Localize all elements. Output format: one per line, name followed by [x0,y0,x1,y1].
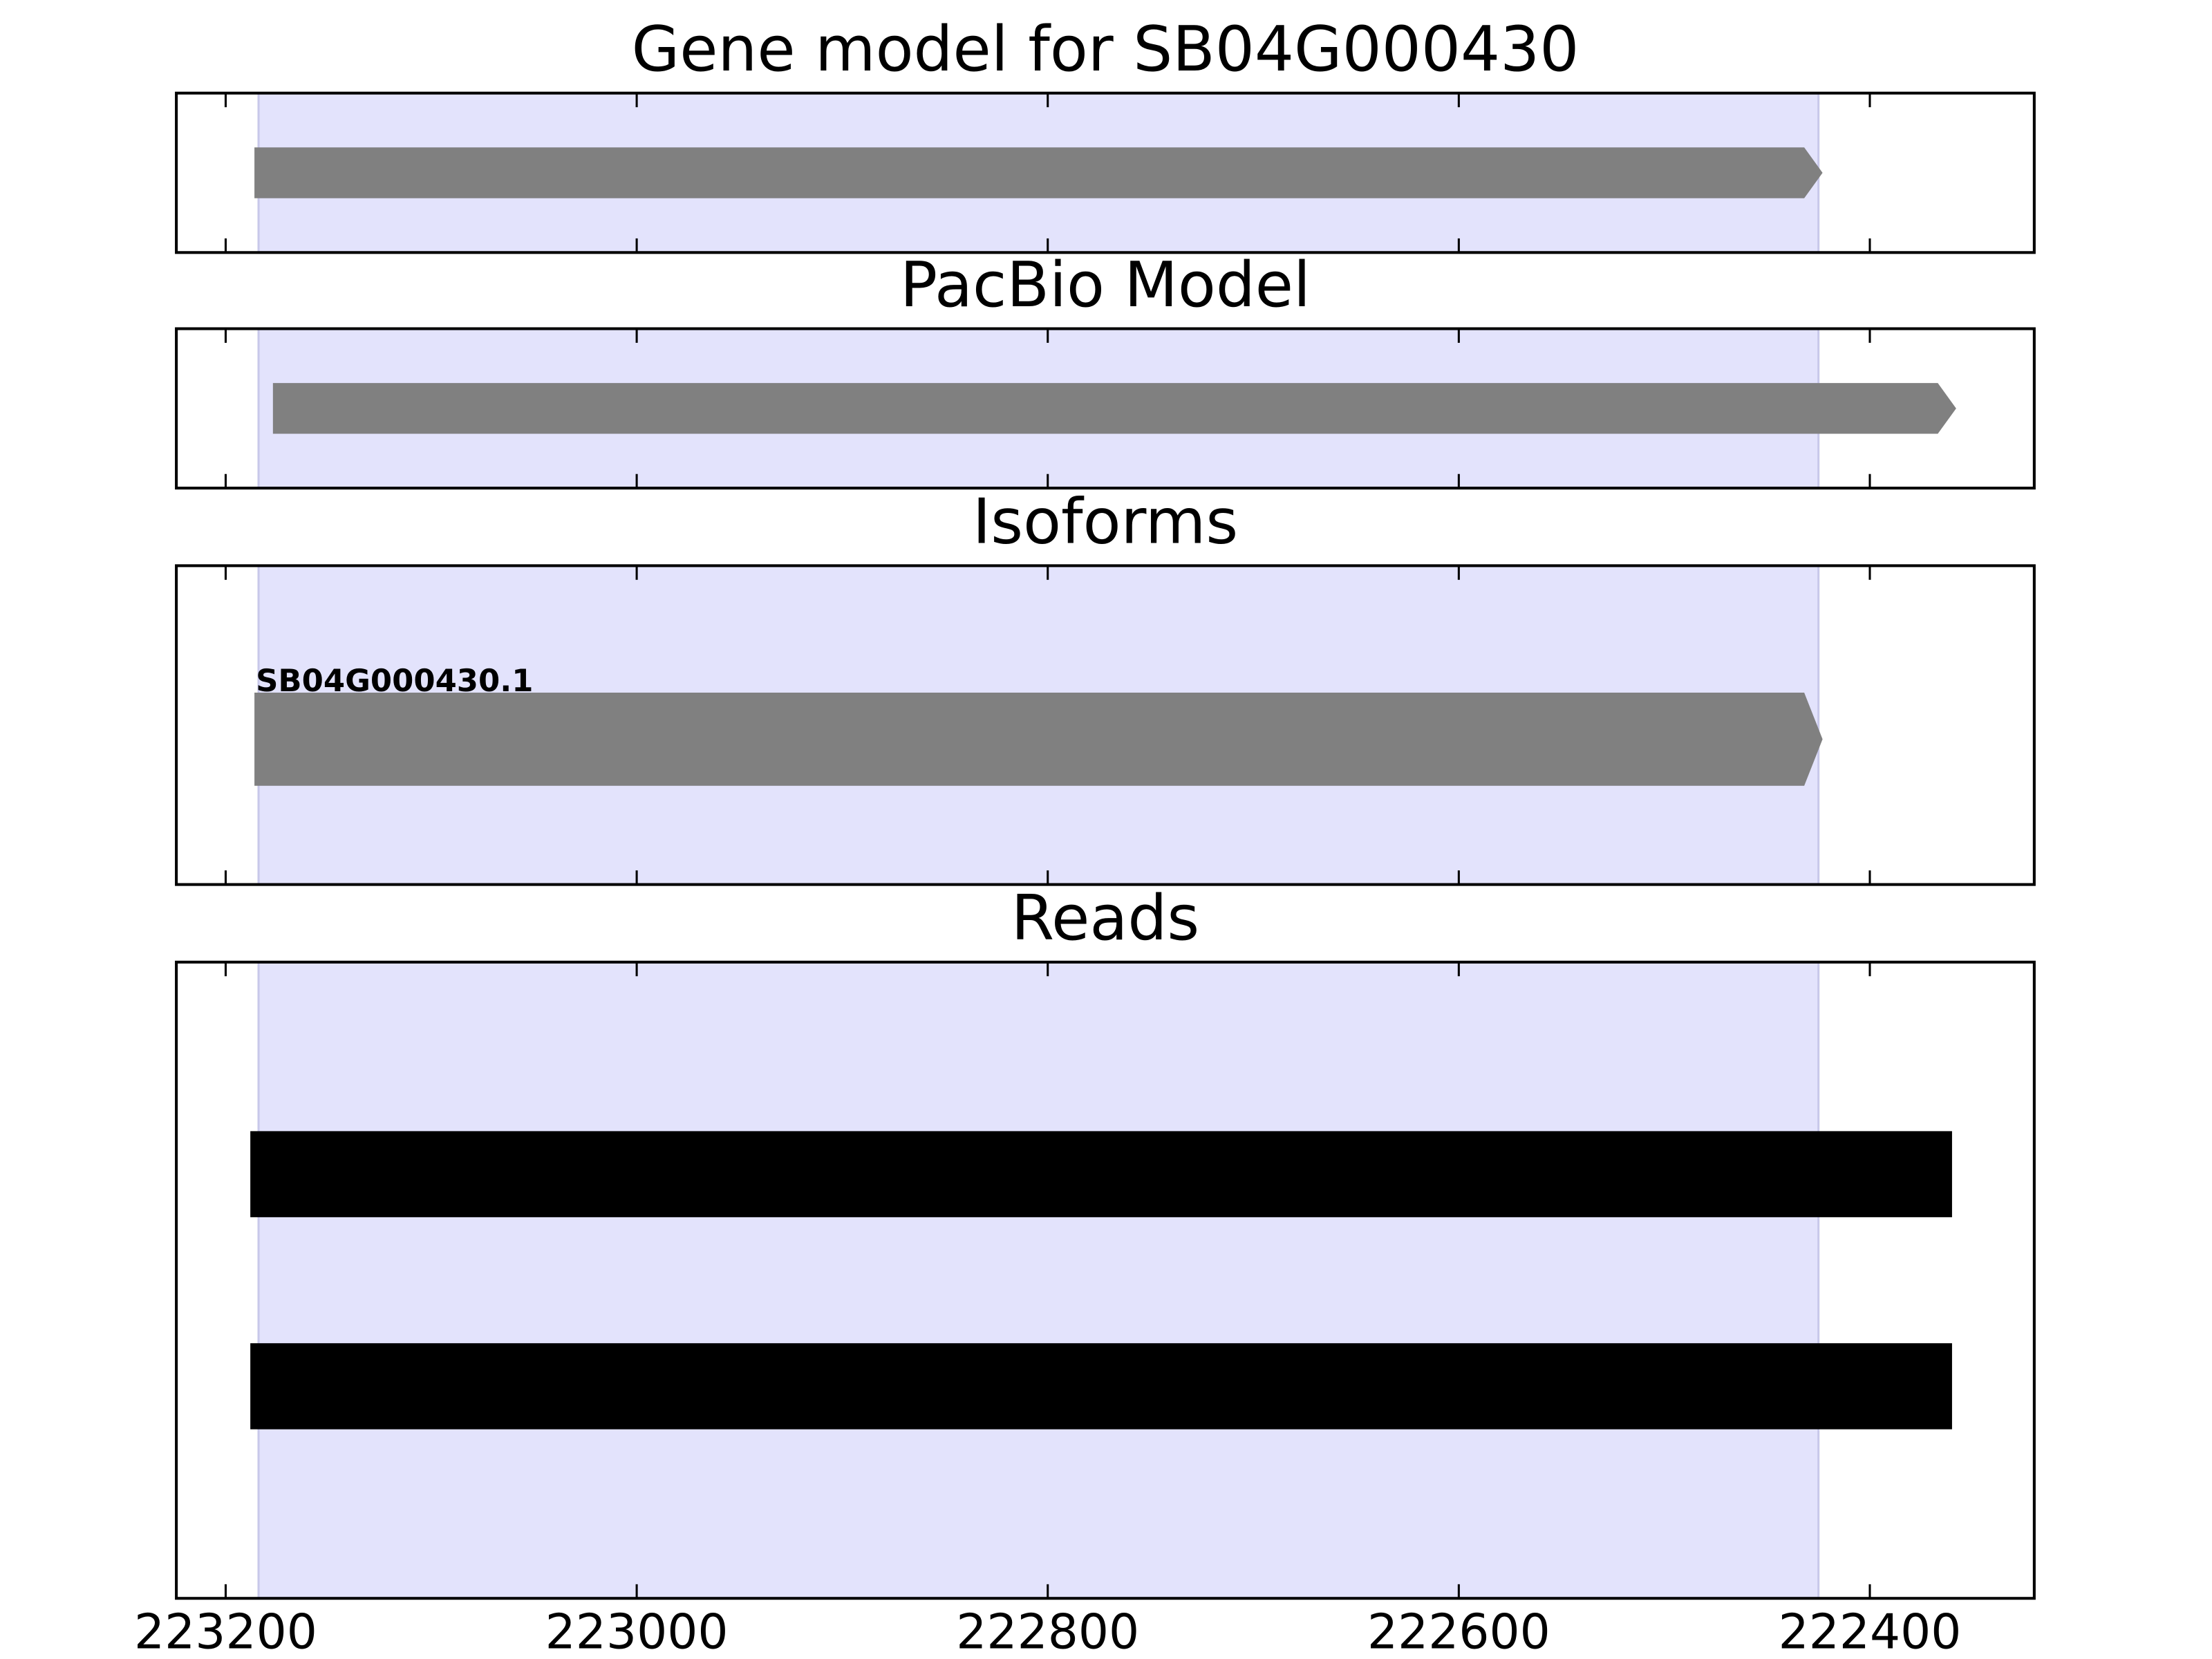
read-feature [250,1131,1952,1217]
panel-frame [175,91,2036,254]
panel-frame [175,327,2036,490]
panel-title: Isoforms [973,487,1238,559]
read-feature [250,1343,1952,1430]
x-tick-label: 222600 [1367,1604,1550,1659]
gene-feature [272,383,1956,434]
panel-frame [175,564,2036,886]
x-tick-label: 223200 [134,1604,317,1659]
panel-title: PacBio Model [900,250,1311,321]
x-tick-label: 222400 [1779,1604,1962,1659]
feature-label: SB04G000430.1 [256,662,533,699]
panel-frame [175,960,2036,1600]
gene-feature [254,147,1823,198]
panel-title: Reads [1011,883,1199,955]
x-tick-label: 223000 [545,1604,729,1659]
panel-title: Gene model for SB04G000430 [632,14,1580,86]
x-tick-label: 222800 [956,1604,1139,1659]
highlight-region [257,961,1820,1600]
gene-feature [254,693,1823,786]
